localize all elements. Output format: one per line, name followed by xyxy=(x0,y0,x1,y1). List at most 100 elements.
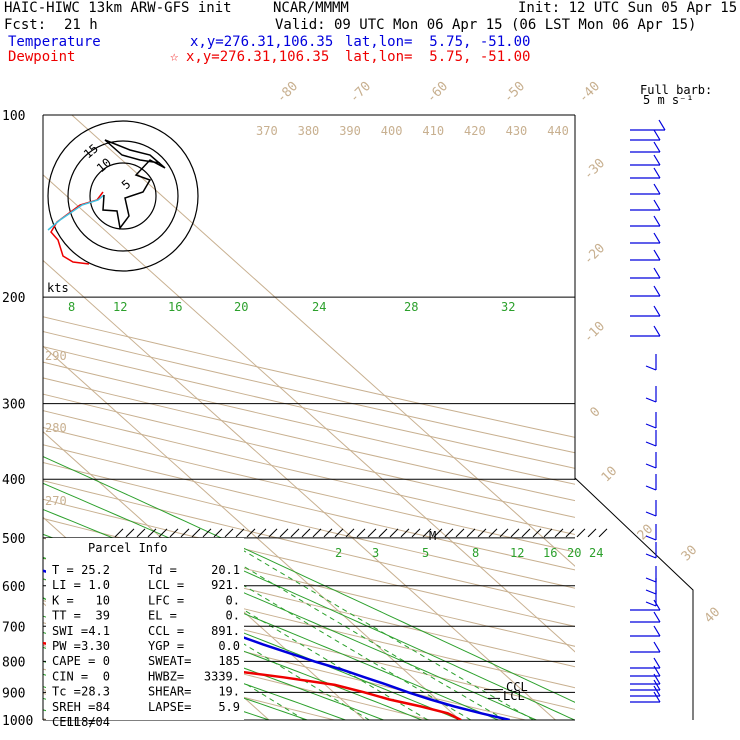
pressure-label: 700 xyxy=(2,620,25,635)
dry-adiabat xyxy=(43,346,575,469)
m-marker: M xyxy=(429,529,436,543)
isotherm-label: -80 xyxy=(274,79,301,106)
freezing-hatch xyxy=(521,528,531,538)
dewpoint-legend: Dewpoint xyxy=(8,49,76,65)
lcl-marker: LCL xyxy=(503,689,525,703)
freezing-hatch xyxy=(169,528,179,538)
wind-barb xyxy=(630,673,661,685)
freezing-hatch xyxy=(202,528,212,538)
isotherm-label: -70 xyxy=(347,79,374,106)
isotherm-label: -60 xyxy=(424,79,451,106)
wind-barb xyxy=(630,641,661,653)
hodograph-ring xyxy=(89,162,157,230)
freezing-hatch xyxy=(114,528,124,538)
wind-barb xyxy=(630,215,661,227)
isotherm-label: 40 xyxy=(702,605,724,627)
freezing-hatch xyxy=(290,528,300,538)
parcel-info-cell: CIN = xyxy=(52,669,88,683)
wind-barb xyxy=(630,305,661,317)
pressure-label: 400 xyxy=(2,473,25,488)
freezing-hatch xyxy=(246,528,256,538)
freezing-hatch xyxy=(356,528,366,538)
theta-label: 370 xyxy=(256,124,278,138)
barb-panel-border xyxy=(574,477,694,720)
isotherm-label: 0 xyxy=(587,404,603,420)
freezing-hatch xyxy=(136,528,146,538)
temperature-legend: Temperature xyxy=(8,34,101,50)
mixing-ratio-label: 3 xyxy=(372,546,379,560)
pressure-label: 1000 xyxy=(2,714,33,729)
wind-barb xyxy=(630,625,661,637)
wind-barb-flag xyxy=(658,119,666,131)
wind-barb xyxy=(630,141,661,153)
wind-barb xyxy=(630,691,661,703)
dry-adiabat xyxy=(43,331,575,454)
wind-barb xyxy=(645,386,657,403)
freezing-hatch xyxy=(257,528,267,538)
mixing-ratio-label: 2 xyxy=(335,546,342,560)
wind-barb-flag xyxy=(653,183,661,195)
wind-barb xyxy=(630,199,661,211)
wind-barb-flag xyxy=(653,685,661,697)
freezing-hatch xyxy=(411,528,421,538)
mixing-ratio-line xyxy=(164,537,472,720)
theta-label: 430 xyxy=(506,124,528,138)
parcel-info-cell: 0 xyxy=(103,669,110,683)
dewpoint-star-icon: ☆ xyxy=(170,49,179,65)
parcel-info-title: Parcel Info xyxy=(88,541,167,555)
fcst-value: 21 h xyxy=(64,17,98,33)
dry-adiabat xyxy=(43,498,575,627)
parcel-info-cell: 118/04 xyxy=(67,715,110,729)
parcel-info-cell: 28.3 xyxy=(81,685,110,699)
wind-barb-flag xyxy=(653,679,661,691)
wind-barb xyxy=(630,325,661,337)
parcel-info-cell: 4.1 xyxy=(88,624,110,638)
wind-barb-flag xyxy=(645,535,657,541)
dry-adiabat xyxy=(43,480,575,608)
wind-barb-flag xyxy=(653,611,661,623)
wind-barb xyxy=(645,542,657,559)
mixing-ratio-label: 5 xyxy=(422,546,429,560)
wind-barb-flag xyxy=(645,397,657,403)
hodograph-ring xyxy=(67,140,179,252)
isotherm-label: -50 xyxy=(501,79,528,106)
isotherm-label: -20 xyxy=(581,241,608,268)
parcel-info-cell: YGP = xyxy=(148,639,184,653)
isotherm-label: 10 xyxy=(599,464,621,486)
hodograph-ring-label: 15 xyxy=(81,141,101,161)
freezing-hatch xyxy=(213,528,223,538)
temperature-latlon: lat,lon= 5.75, -51.00 xyxy=(345,34,531,50)
isotherm-label: -40 xyxy=(576,79,603,106)
wind-barb-flag xyxy=(653,599,661,611)
freezing-hatch xyxy=(466,528,476,538)
theta-label: 400 xyxy=(381,124,403,138)
parcel-info-cell: 0.0 xyxy=(218,639,240,653)
isotherm-line xyxy=(43,431,365,720)
wind-barb xyxy=(630,679,661,691)
wind-barb-flag xyxy=(645,441,657,447)
dry-adiabat xyxy=(43,461,575,589)
wind-barb-flag xyxy=(645,485,657,491)
freezing-hatch xyxy=(125,528,135,538)
wind-barb-flag xyxy=(653,141,661,153)
parcel-info-cell: 25.2 xyxy=(81,563,110,577)
parcel-info-cell: LCL = xyxy=(148,578,184,592)
theta-label: 290 xyxy=(45,349,67,363)
pressure-label: 500 xyxy=(2,532,25,547)
init-time: Init: 12 UTC Sun 05 Apr 15 xyxy=(518,0,738,16)
wind-barb-flag xyxy=(653,641,661,653)
isotherm-line xyxy=(43,345,461,720)
hodograph-trace xyxy=(102,139,166,230)
freezing-hatch xyxy=(323,528,333,538)
dewpoint-latlon: lat,lon= 5.75, -51.00 xyxy=(345,49,531,65)
valid-time: Valid: 09 UTC Mon 06 Apr 15 (06 LST Mon … xyxy=(275,17,697,33)
parcel-info-cell: 10 xyxy=(96,593,110,607)
pressure-label: 300 xyxy=(2,398,25,413)
theta-label: 440 xyxy=(547,124,569,138)
wind-barb xyxy=(630,129,661,141)
freezing-hatch xyxy=(312,528,322,538)
wind-barb xyxy=(630,119,666,131)
parcel-info-cell: Td = xyxy=(148,563,177,577)
hodograph-low-segment xyxy=(50,191,104,265)
